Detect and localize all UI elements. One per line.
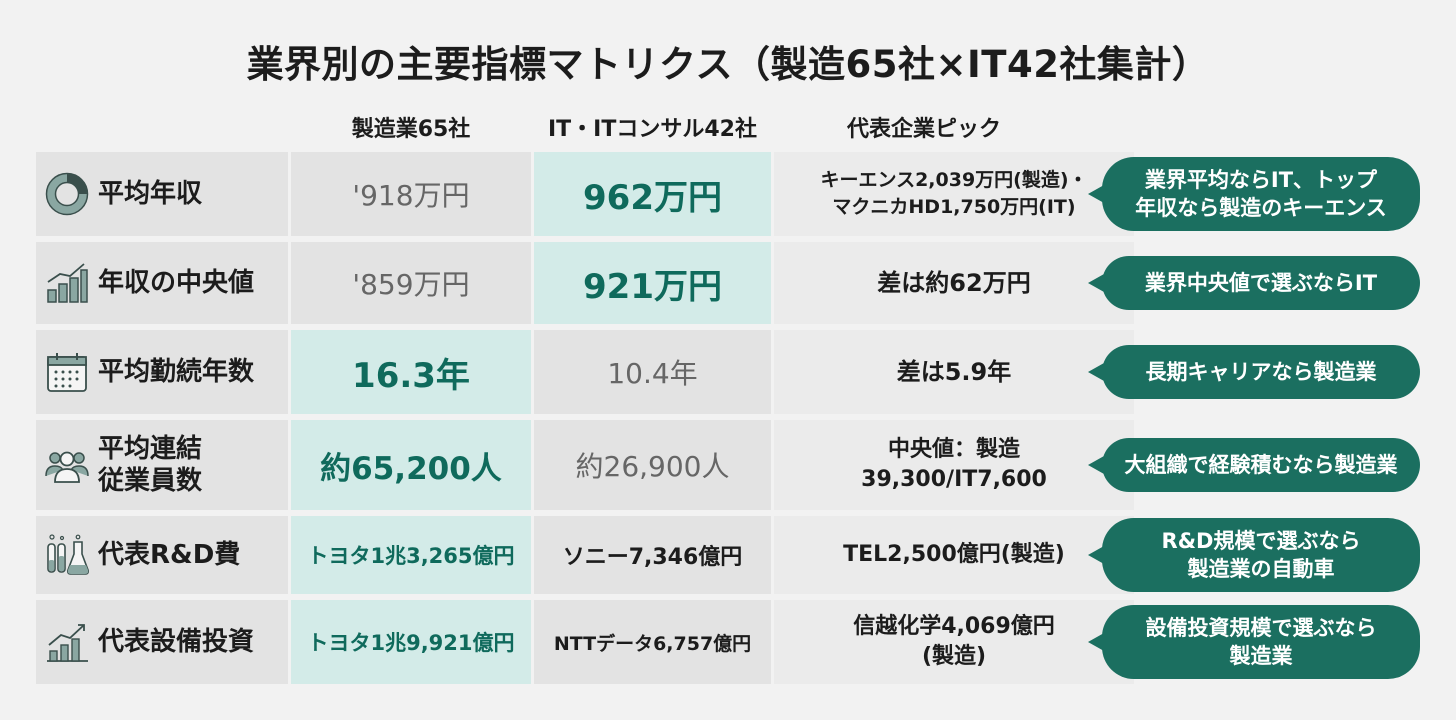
recommendation-callout: 業界平均ならIT、トップ 年収なら製造のキーエンス	[1088, 157, 1420, 231]
page-title: 業界別の主要指標マトリクス（製造65社×IT42社集計）	[246, 43, 1210, 86]
donut-chart-icon	[42, 169, 92, 219]
representative-cell: 信越化学4,069億円 (製造)	[774, 600, 1134, 684]
representative-cell: 中央値：製造 39,300/IT7,600	[774, 420, 1134, 510]
recommendation-callout: R&D規模で選ぶなら 製造業の自動車	[1088, 518, 1420, 592]
matrix-row-employees: 平均連結 従業員数 約65,200人 約26,900人 中央値：製造 39,30…	[36, 420, 1420, 510]
manufacturing-value: '918万円	[352, 179, 470, 212]
it-value-cell: ソニー7,346億円	[534, 516, 771, 594]
representative-cell: キーエンス2,039万円(製造)・ マクニカHD1,750万円(IT)	[774, 152, 1134, 236]
representative-text: 中央値：製造 39,300/IT7,600	[861, 437, 1047, 492]
manufacturing-value: 16.3年	[352, 355, 470, 396]
row-label: 代表R&D費	[98, 540, 241, 570]
manufacturing-value-cell: トヨタ1兆9,921億円	[291, 600, 531, 684]
recommendation-callout: 業界中央値で選ぶならIT	[1088, 256, 1420, 310]
it-value: NTTデータ6,757億円	[553, 632, 752, 655]
representative-cell: 差は約62万円	[774, 242, 1134, 324]
it-value-cell: 921万円	[534, 242, 771, 324]
recommendation-callout: 長期キャリアなら製造業	[1088, 345, 1420, 399]
it-value: 962万円	[583, 177, 722, 218]
representative-text: TEL2,500億円(製造)	[843, 542, 1065, 567]
manufacturing-value-cell: '918万円	[291, 152, 531, 236]
it-value: 921万円	[583, 266, 722, 307]
row-label-cell: 平均年収	[36, 152, 288, 236]
manufacturing-value-cell: '859万円	[291, 242, 531, 324]
it-value-cell: 約26,900人	[534, 420, 771, 510]
column-header-representative: 代表企業ピック	[846, 117, 1001, 142]
it-value-cell: NTTデータ6,757億円	[534, 600, 771, 684]
representative-text: 差は約62万円	[877, 269, 1031, 297]
representative-cell: 差は5.9年	[774, 330, 1134, 414]
matrix-row-capex: 代表設備投資 トヨタ1兆9,921億円 NTTデータ6,757億円 信越化学4,…	[36, 600, 1420, 684]
row-label-cell: 代表R&D費	[36, 516, 288, 594]
row-label: 代表設備投資	[98, 627, 255, 657]
it-value: 10.4年	[607, 357, 698, 390]
manufacturing-value-cell: トヨタ1兆3,265億円	[291, 516, 531, 594]
row-label-cell: 平均勤続年数	[36, 330, 288, 414]
it-value-cell: 10.4年	[534, 330, 771, 414]
representative-cell: TEL2,500億円(製造)	[774, 516, 1134, 594]
it-value-cell: 962万円	[534, 152, 771, 236]
row-label-cell: 平均連結 従業員数	[36, 420, 288, 510]
representative-text: 差は5.9年	[896, 358, 1012, 386]
row-label: 年収の中央値	[98, 268, 255, 298]
row-label-cell: 代表設備投資	[36, 600, 288, 684]
row-label-cell: 年収の中央値	[36, 242, 288, 324]
representative-text: キーエンス2,039万円(製造)・ マクニカHD1,750万円(IT)	[820, 169, 1088, 218]
matrix-row-average-tenure: 平均勤続年数 16.3年 10.4年 差は5.9年 長期キャリアなら製造業	[36, 330, 1420, 414]
manufacturing-value-cell: 約65,200人	[291, 420, 531, 510]
row-label: 平均勤続年数	[98, 357, 255, 387]
matrix-row-median-salary: 年収の中央値 '859万円 921万円 差は約62万円 業界中央値で選ぶならIT	[36, 242, 1420, 324]
column-header-manufacturing: 製造業65社	[351, 117, 471, 142]
manufacturing-value: 約65,200人	[320, 450, 502, 487]
recommendation-callout: 設備投資規模で選ぶなら 製造業	[1088, 605, 1420, 679]
column-header-it: IT・ITコンサル42社	[547, 117, 757, 142]
manufacturing-value: トヨタ1兆9,921億円	[307, 631, 515, 655]
row-label: 平均年収	[98, 179, 203, 209]
people-group-icon	[42, 440, 92, 490]
bar-chart-icon	[42, 258, 92, 308]
manufacturing-value-cell: 16.3年	[291, 330, 531, 414]
manufacturing-value: '859万円	[352, 268, 470, 301]
representative-text: 信越化学4,069億円 (製造)	[853, 614, 1055, 669]
recommendation-callout: 大組織で経験積むなら製造業	[1088, 438, 1420, 492]
matrix-row-average-salary: 平均年収 '918万円 962万円 キーエンス2,039万円(製造)・ マクニカ…	[36, 152, 1420, 236]
row-label: 平均連結 従業員数	[98, 434, 203, 496]
matrix-row-rnd: 代表R&D費 トヨタ1兆3,265億円 ソニー7,346億円 TEL2,500億…	[36, 516, 1420, 594]
growth-chart-icon	[42, 617, 92, 667]
it-value: 約26,900人	[575, 450, 730, 483]
it-value: ソニー7,346億円	[562, 545, 743, 570]
lab-flask-icon	[42, 530, 92, 580]
calendar-icon	[42, 347, 92, 397]
manufacturing-value: トヨタ1兆3,265億円	[307, 544, 515, 568]
